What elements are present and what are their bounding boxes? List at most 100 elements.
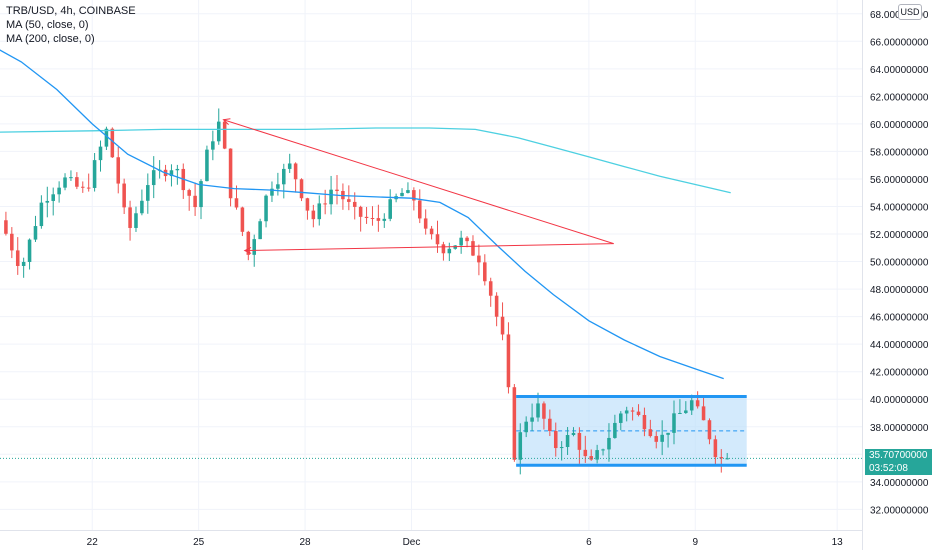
price-tick-label: 64.00000000 (870, 65, 929, 76)
symbol-label[interactable]: TRB/USD, 4h, COINBASE (6, 5, 136, 17)
candle-body (258, 221, 262, 240)
candle-body (252, 239, 256, 255)
candle-body (98, 146, 103, 161)
candle-body (601, 449, 605, 451)
ma50-legend[interactable]: MA (50, close, 0) (6, 19, 89, 31)
candle-body (417, 200, 422, 219)
ma200-legend[interactable]: MA (200, close, 0) (6, 33, 95, 45)
candle-body (187, 190, 191, 196)
candle-body (39, 202, 44, 227)
candle-body (701, 406, 706, 421)
candle-body (110, 128, 115, 158)
time-tick-label: 25 (193, 537, 205, 548)
chart-legend: TRB/USD, 4h, COINBASE MA (50, close, 0) … (6, 4, 136, 46)
candle-body (518, 432, 523, 460)
candle-body (329, 189, 333, 205)
candle-body (33, 226, 38, 240)
ma50-line (0, 49, 724, 380)
candle-body (287, 163, 292, 169)
candle-body (500, 316, 505, 335)
candle-body (63, 177, 67, 188)
candle-body (146, 185, 150, 201)
candle-body (684, 410, 688, 413)
candle-body (565, 435, 570, 448)
candle-body (435, 234, 440, 245)
candle-body (613, 422, 617, 438)
candle-body (370, 218, 375, 220)
candle-body (666, 432, 670, 435)
candle-body (364, 216, 369, 219)
price-tick-label: 50.00000000 (870, 258, 929, 269)
candle-body (358, 206, 363, 217)
ma200-line (0, 127, 731, 194)
candle-body (488, 281, 493, 296)
candle-body (447, 248, 452, 254)
candle-body (459, 237, 463, 246)
price-tick-label: 34.00000000 (870, 478, 929, 489)
candle-body (69, 177, 73, 179)
candle-body (524, 421, 528, 433)
countdown-label: 03:52:08 (865, 462, 932, 475)
candle-body (577, 432, 582, 450)
candle-body (553, 430, 558, 449)
triangle-arrowhead (243, 246, 252, 254)
candle-body (388, 199, 392, 219)
candle-body (311, 210, 316, 220)
candle-body (725, 458, 729, 460)
candle-body (607, 437, 611, 450)
candle-body (642, 414, 647, 430)
candle-body (222, 121, 227, 149)
currency-badge[interactable]: USD (898, 4, 922, 20)
candle-body (45, 200, 50, 203)
candle-body (678, 412, 682, 414)
candle-body (542, 403, 546, 419)
time-tick-label: 6 (586, 537, 592, 548)
candle-body (128, 207, 132, 228)
candle-body (246, 231, 251, 255)
candle-body (654, 436, 659, 442)
candle-body (80, 186, 85, 188)
candle-body (27, 239, 32, 262)
candle-body (423, 218, 428, 229)
time-tick-label: 22 (87, 537, 99, 548)
candle-body (624, 410, 629, 414)
candle-body (352, 201, 357, 207)
candle-body (400, 192, 404, 197)
candle-body (347, 199, 351, 202)
time-tick-label: Dec (403, 537, 421, 548)
candle-body (335, 189, 339, 191)
time-tick-label: 13 (832, 537, 844, 548)
candle-body (293, 163, 298, 180)
candle-body (116, 157, 121, 184)
candle-body (199, 181, 203, 208)
candle-body (630, 410, 635, 412)
price-tick-label: 56.00000000 (870, 175, 929, 186)
candle-body (512, 387, 517, 460)
candle-body (104, 128, 109, 147)
price-tick-label: 54.00000000 (870, 202, 929, 213)
candle-body (494, 295, 499, 317)
candle-body (122, 183, 126, 208)
price-tick-label: 66.00000000 (870, 37, 929, 48)
triangle-lower-line (244, 243, 614, 252)
candle-body (583, 449, 588, 457)
price-tick-label: 62.00000000 (870, 92, 929, 103)
candle-body (483, 262, 487, 282)
candle-body (477, 255, 481, 263)
candle-body (559, 447, 564, 449)
price-tick-label: 42.00000000 (870, 368, 929, 379)
candle-body (10, 233, 14, 251)
candle-body (86, 187, 91, 189)
candle-body (536, 403, 540, 418)
candle-body (140, 200, 144, 214)
price-tick-label: 48.00000000 (870, 285, 929, 296)
candle-body (21, 261, 26, 266)
candle-body (672, 413, 676, 433)
candle-body (382, 218, 387, 221)
candle-body (193, 195, 197, 208)
candle-body (619, 413, 623, 423)
candle-body (169, 170, 174, 177)
candle-body (713, 439, 718, 458)
